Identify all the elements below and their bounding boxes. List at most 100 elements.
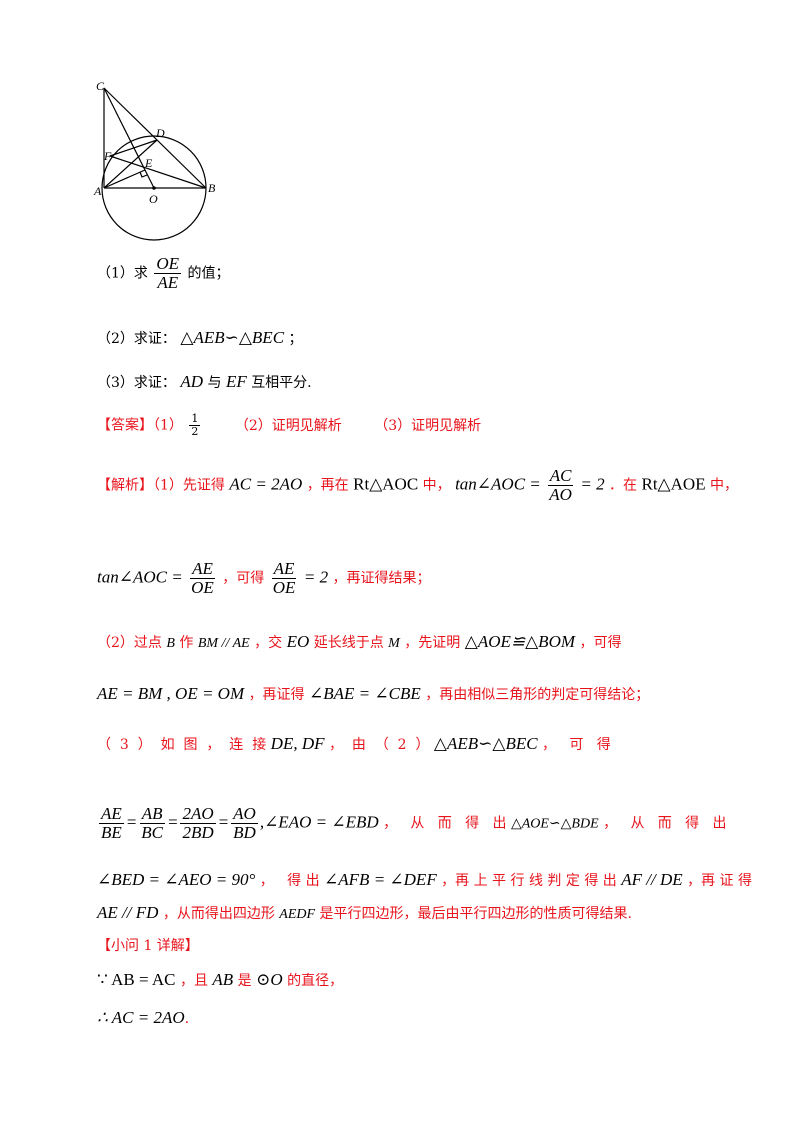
analysis-l1-math-2: Rt△AOC: [353, 474, 419, 494]
analysis-l6-fraction-1: AE BE: [99, 805, 124, 842]
analysis-l5-text-1: （ 3 ） 如 图 ， 连 接: [97, 737, 267, 753]
analysis-l4-text-2: ，再由相似三角形的判定可得结论；: [425, 687, 650, 703]
segment-fb: [109, 155, 207, 189]
analysis-l2-fraction-1: AE OE: [189, 560, 216, 597]
analysis-line-5: （ 3 ） 如 图 ， 连 接 DE, DF ， 由 （ 2 ） △AEB∽△B…: [97, 734, 611, 754]
analysis-l6-math-2: △AOE∽△BDE: [510, 816, 599, 832]
detail-l1-math-3: ⊙O: [256, 970, 283, 989]
analysis-l6-frac2-den: BC: [141, 823, 163, 842]
analysis-l1-text-2: 中，: [422, 477, 451, 494]
analysis-l6-text-2: ， 从 而 得 出: [603, 815, 727, 832]
analysis-l4-math-1: AE = BM , OE = OM: [97, 684, 245, 703]
analysis-l5-math-2: △AEB∽△BEC: [433, 734, 538, 753]
analysis-l3-math-2: BM // AE: [197, 636, 250, 651]
detail-line-2: ∴ AC = 2AO.: [97, 1008, 189, 1028]
answer-1-numerator: 1: [189, 412, 201, 426]
q3-prefix: （3）求证：: [97, 375, 176, 391]
analysis-l3-text-2: 作: [179, 635, 194, 651]
geometry-figure: C D F E A O B: [93, 79, 216, 241]
analysis-l3-math-5: △AOE≌△BOM: [464, 632, 576, 651]
question-1: （1）求 OE AE 的值；: [97, 255, 230, 292]
analysis-l6-fraction-2: AB BC: [139, 805, 165, 842]
segment-cb: [103, 87, 207, 189]
analysis-l6-math-1: ,∠EAO = ∠EBD: [259, 812, 379, 832]
analysis-l3-text-3: ，交: [254, 635, 283, 651]
analysis-l2-fraction-2: AE OE: [271, 560, 298, 597]
detail-line-1: ∵ AB = AC ，且 AB 是 ⊙O 的直径，: [97, 970, 343, 990]
segment-ad: [103, 139, 158, 189]
analysis-l6-frac3-den: 2BD: [182, 823, 214, 842]
q3-suffix: 互相平分.: [251, 375, 312, 391]
analysis-l7-text-3: ，再 证 得: [687, 873, 752, 889]
q3-ef: EF: [225, 372, 247, 391]
analysis-l3-math-4: M: [388, 636, 400, 651]
analysis-l7-text-2: ，再 上 平 行 线 判 定 得 出: [441, 873, 617, 889]
analysis-l8-text-2: 是平行四边形，最后由平行四边形的性质可得结果.: [319, 906, 632, 922]
analysis-l1-fraction: AC AO: [547, 467, 574, 504]
detail-l1-math-1: ∵ AB = AC: [97, 970, 176, 989]
label-f: F: [103, 149, 112, 163]
analysis-line-2: tan∠AOC = AE OE ，可得 AE OE = 2 ，再证得结果；: [97, 560, 431, 597]
point-o-dot: [152, 186, 156, 190]
analysis-l1-math-1: AC = 2AO: [229, 474, 303, 494]
analysis-l4-math-2: ∠BAE = ∠CBE: [309, 684, 421, 703]
q3-mid: 与: [207, 375, 222, 391]
analysis-l3-math-3: EO: [286, 632, 310, 651]
analysis-l8-text-1: ，从而得出四边形: [162, 906, 275, 922]
q3-ad: AD: [180, 372, 204, 391]
analysis-l2-frac1-den: OE: [191, 578, 214, 597]
label-o: O: [149, 192, 158, 206]
analysis-l6-frac4-num: AO: [231, 804, 258, 824]
detail-label: 【小问 1 详解】: [97, 938, 199, 954]
q1-fraction: OE AE: [154, 254, 182, 292]
question-3: （3）求证： AD 与 EF 互相平分.: [97, 372, 312, 392]
analysis-l2-math-1: tan∠AOC =: [97, 567, 183, 587]
analysis-l5-math-1: DE, DF: [270, 734, 325, 753]
q1-numerator: OE: [154, 254, 182, 274]
question-2: （2）求证： △AEB∽△BEC ；: [97, 328, 302, 348]
detail-l2-math-1: ∴ AC = 2AO: [97, 1008, 185, 1027]
analysis-l6-fraction-3: 2AO 2BD: [180, 805, 216, 842]
label-c: C: [96, 79, 105, 93]
q2-prefix: （2）求证：: [97, 331, 176, 347]
analysis-l2-math-2: = 2: [303, 567, 329, 587]
analysis-l1-math-3b: = 2: [580, 474, 605, 494]
label-b: B: [208, 181, 216, 195]
q2-math: △AEB∽△BEC: [180, 328, 285, 347]
analysis-l1-text-3: ．在: [609, 477, 638, 494]
analysis-l6-frac1-num: AE: [99, 804, 124, 824]
analysis-l3-text-1: （2）过点: [97, 635, 162, 651]
analysis-l8-math-1: AE // FD: [97, 903, 159, 922]
analysis-l1-math-4: Rt△AOE: [641, 474, 706, 494]
detail-l1-text-3: 的直径，: [287, 973, 344, 989]
analysis-l3-text-5: ，先证明: [404, 635, 461, 651]
analysis-l2-text-1: ，可得: [222, 570, 265, 587]
analysis-l3-text-4: 延长线于点: [313, 635, 384, 651]
segment-co: [103, 87, 155, 189]
analysis-l7-math-1: ∠BED = ∠AEO = 90°: [97, 870, 256, 889]
analysis-l2-frac1-num: AE: [190, 559, 215, 579]
analysis-l3-math-1: B: [166, 636, 175, 651]
analysis-l1-text-1: ，再在: [306, 477, 349, 494]
analysis-l1-frac-den: AO: [549, 485, 572, 504]
analysis-l5-text-2: ， 由 （ 2 ）: [328, 737, 430, 753]
detail-l1-text-2: 是: [237, 973, 252, 989]
analysis-l6-fraction-4: AO BD: [231, 805, 258, 842]
analysis-line-4: AE = BM , OE = OM ，再证得 ∠BAE = ∠CBE ，再由相似…: [97, 684, 649, 704]
q2-suffix: ；: [288, 331, 303, 347]
analysis-l1-frac-num: AC: [547, 466, 574, 486]
detail-l1-text-1: ，且: [179, 973, 208, 989]
answer-3: （3）证明见解析: [374, 417, 482, 434]
answer-2: （2）证明见解析: [234, 417, 342, 434]
q1-suffix: 的值；: [187, 265, 230, 282]
analysis-l6-frac2-num: AB: [139, 804, 165, 824]
analysis-l8-math-2: AEDF: [279, 907, 316, 922]
label-e: E: [144, 156, 153, 170]
analysis-l2-text-2: ，再证得结果；: [332, 570, 431, 587]
analysis-l7-math-3: AF // DE: [621, 870, 683, 889]
right-angle-mark: [139, 171, 148, 178]
analysis-l6-frac4-den: BD: [233, 823, 256, 842]
analysis-line-8: AE // FD ，从而得出四边形 AEDF 是平行四边形，最后由平行四边形的性…: [97, 903, 632, 923]
analysis-l7-math-2: ∠AFB = ∠DEF: [324, 870, 437, 889]
analysis-l3-text-6: ，可得: [579, 635, 622, 651]
